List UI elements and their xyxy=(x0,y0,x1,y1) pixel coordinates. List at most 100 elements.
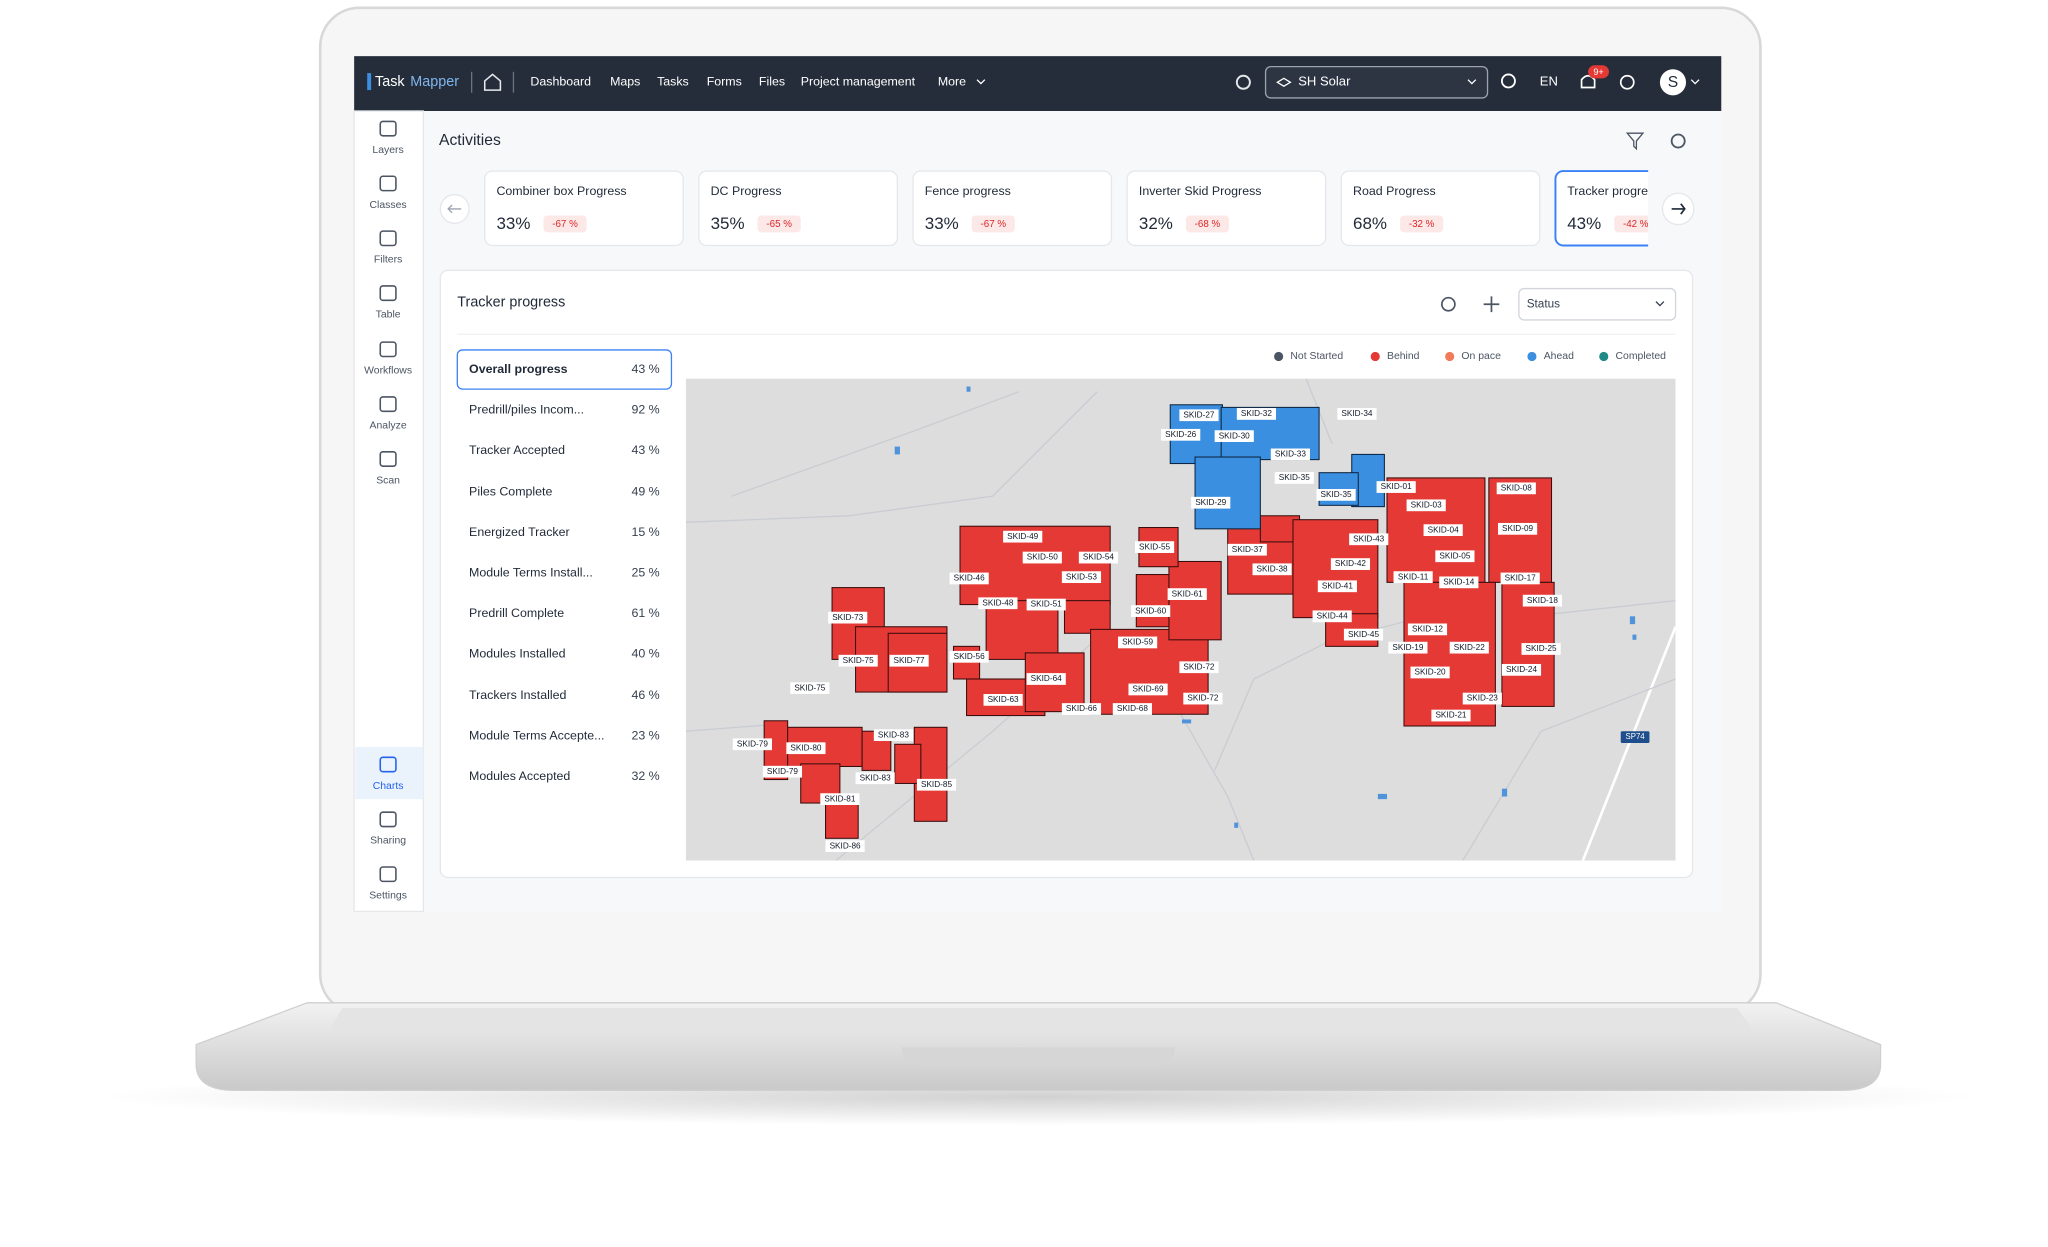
card-name: Road Progress xyxy=(1353,184,1436,198)
change-badge xyxy=(1614,215,1649,233)
badge: 9+ xyxy=(1593,67,1603,77)
list-name[interactable]: Modules Accepted xyxy=(469,769,570,783)
language[interactable]: EN xyxy=(1540,74,1558,89)
card-percent: 33% xyxy=(925,214,959,233)
avatar-bg[interactable] xyxy=(1659,69,1687,96)
skid-label-bg xyxy=(1312,610,1352,623)
sidebar-label[interactable]: Settings xyxy=(369,891,407,902)
settings-icon[interactable] xyxy=(1235,74,1251,90)
list-name[interactable]: Overall progress xyxy=(469,362,568,376)
road xyxy=(685,391,1098,523)
list-name[interactable]: Predrill Complete xyxy=(469,606,564,620)
menu-more[interactable]: More xyxy=(938,75,966,89)
skid-label: SKID-04 xyxy=(1428,525,1459,534)
home-icon[interactable] xyxy=(483,73,502,91)
list-name[interactable]: Piles Complete xyxy=(469,485,552,499)
list-name[interactable]: Module Terms Install... xyxy=(469,566,593,580)
list-name[interactable]: Predrill/piles Incom... xyxy=(469,402,584,416)
card[interactable] xyxy=(912,170,1113,247)
skid-label-bg xyxy=(1462,692,1502,705)
skid-label-bg xyxy=(1061,571,1102,584)
skid-label-bg xyxy=(1439,576,1479,589)
skid-label-bg xyxy=(1423,524,1463,537)
sidebar-label[interactable]: Sharing xyxy=(370,836,406,847)
skid-label-bg xyxy=(1522,594,1562,607)
skid-label: SKID-83 xyxy=(860,773,891,782)
skid-label: SKID-73 xyxy=(832,613,863,622)
card[interactable] xyxy=(1340,170,1541,247)
skid-label-bg xyxy=(786,742,826,755)
notch xyxy=(901,1047,1176,1066)
menu-item[interactable]: Project management xyxy=(801,75,916,89)
card[interactable] xyxy=(484,170,684,247)
list-name[interactable]: Trackers Installed xyxy=(469,688,566,702)
card[interactable] xyxy=(1126,170,1327,247)
change-badge xyxy=(543,215,587,233)
list-name[interactable]: Modules Installed xyxy=(469,646,566,660)
sidebar-label[interactable]: Charts xyxy=(373,781,404,792)
skid-label: SKID-55 xyxy=(1139,542,1170,551)
menu-item[interactable]: Files xyxy=(759,75,785,89)
sidebar-label[interactable]: Filters xyxy=(374,255,402,266)
skid-label-bg xyxy=(949,572,989,585)
skid-label: SKID-80 xyxy=(790,743,821,752)
card-change: -67 % xyxy=(981,219,1007,230)
menu-item[interactable]: Tasks xyxy=(657,75,689,89)
menu-item[interactable]: Forms xyxy=(707,75,742,89)
layers-mini xyxy=(1276,77,1292,87)
list-name[interactable]: Energized Tracker xyxy=(469,525,570,539)
skid-label: SKID-72 xyxy=(1183,662,1214,671)
keyboard xyxy=(326,1008,1757,1035)
skid-label: SKID-63 xyxy=(988,695,1019,704)
fit-icon[interactable] xyxy=(1483,296,1500,313)
sidebar-label[interactable]: Classes xyxy=(370,200,407,211)
activities-title: Activities xyxy=(439,132,501,149)
list-name[interactable]: Module Terms Accepte... xyxy=(469,729,604,743)
skid-label-bg xyxy=(983,694,1023,706)
skid-label-bg xyxy=(1179,661,1219,674)
sidebar-label[interactable]: Layers xyxy=(372,145,403,156)
list-name[interactable]: Tracker Accepted xyxy=(469,443,565,457)
road-sign xyxy=(1620,731,1650,743)
search-icon[interactable] xyxy=(1500,73,1516,89)
road xyxy=(1174,704,1255,861)
sidebar-icon xyxy=(379,396,397,413)
list-percent: 92 % xyxy=(631,402,659,416)
skid-label-bg xyxy=(1179,409,1219,422)
project-select[interactable] xyxy=(1264,65,1489,99)
card[interactable] xyxy=(698,170,898,247)
skid-label: SKID-83 xyxy=(878,730,909,739)
chat-icon[interactable] xyxy=(1619,74,1635,90)
skid-label: SKID-37 xyxy=(1232,545,1263,554)
sidebar-label[interactable]: Analyze xyxy=(370,420,407,431)
sidebar-label[interactable]: Workflows xyxy=(364,366,412,377)
skid-label-bg xyxy=(1330,558,1371,570)
skid-label: SKID-72 xyxy=(1187,694,1218,703)
skid-label-bg xyxy=(949,650,989,663)
status-select[interactable] xyxy=(1518,287,1677,321)
legend-label: On pace xyxy=(1461,351,1501,362)
filter-icon[interactable] xyxy=(1625,132,1645,151)
skid-label: SKID-43 xyxy=(1353,534,1384,543)
menu-item[interactable]: Dashboard xyxy=(530,75,591,89)
change-badge xyxy=(757,215,801,233)
menu-item[interactable]: Maps xyxy=(610,75,640,89)
panel-title: Tracker progress xyxy=(457,295,565,311)
skid-label-bg xyxy=(762,765,803,778)
gear-icon[interactable] xyxy=(1670,133,1686,149)
change-badge xyxy=(971,215,1015,233)
skid-label-bg xyxy=(1393,571,1433,584)
sidebar-label[interactable]: Table xyxy=(376,309,401,320)
card-name: Tracker progress xyxy=(1567,184,1660,198)
skid-label: SKID-01 xyxy=(1381,482,1412,491)
skid-label-bg xyxy=(1410,666,1450,679)
sidebar-label[interactable]: Scan xyxy=(376,475,400,486)
skid-label-bg xyxy=(1317,580,1357,593)
row-selected xyxy=(456,349,673,390)
chevron xyxy=(976,79,986,85)
bell-icon[interactable] xyxy=(1580,74,1596,89)
skid-label-bg xyxy=(1026,673,1066,685)
refresh-icon[interactable] xyxy=(1440,296,1456,312)
skid-label: SKID-14 xyxy=(1443,578,1474,587)
